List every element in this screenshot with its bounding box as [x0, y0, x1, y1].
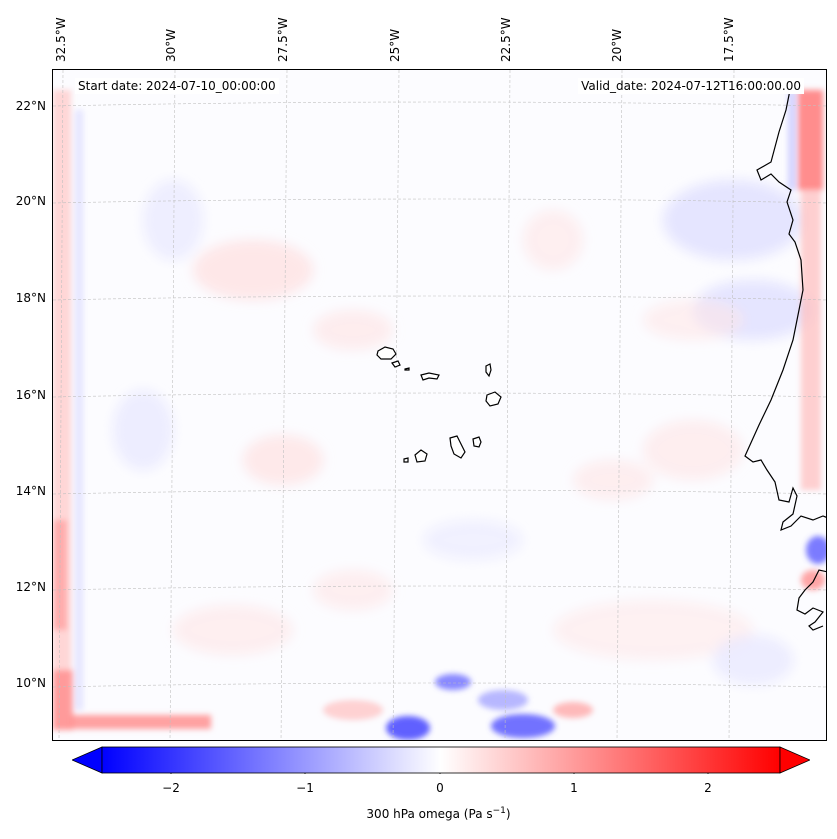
island-brava	[403, 457, 409, 463]
island-santo-antao	[376, 346, 397, 360]
island-sao-vicente	[391, 360, 401, 368]
lon-label-30W: 30°W	[164, 28, 178, 62]
colorbar-tick-2: 2	[704, 781, 712, 795]
map-panel	[52, 69, 827, 741]
lat-label-22N: 22°N	[15, 99, 46, 113]
lat-label-16N: 16°N	[15, 388, 46, 402]
lat-label-18N: 18°N	[15, 291, 46, 305]
cape-verde-islands	[376, 346, 502, 463]
colorbar-tick-minus1: −1	[296, 781, 314, 795]
lat-label-20N: 20°N	[15, 194, 46, 208]
africa-coastline-south	[796, 569, 826, 631]
lon-label-25W: 25°W	[388, 28, 402, 62]
lon-label-27.5W: 27.5°W	[276, 17, 290, 62]
lat-label-12N: 12°N	[15, 580, 46, 594]
colorbar-extend-max	[779, 746, 810, 774]
valid-date-label: Valid_date: 2024-07-12T16:00:00.00	[578, 78, 804, 94]
lon-label-32.5W: 32.5°W	[54, 17, 68, 62]
island-sal	[485, 363, 492, 378]
colorbar-extend-min	[72, 746, 103, 774]
south-omega-cells	[323, 536, 826, 740]
island-santa-luzia	[404, 367, 410, 371]
island-santiago	[449, 435, 466, 459]
colorbar	[72, 746, 810, 774]
lon-label-22.5W: 22.5°W	[499, 17, 513, 62]
colorbar-tick-1: 1	[570, 781, 578, 795]
lat-label-14N: 14°N	[15, 484, 46, 498]
island-sao-nicolau	[420, 372, 440, 381]
lat-label-10N: 10°N	[15, 676, 46, 690]
colorbar-gradient	[101, 746, 781, 774]
island-boa-vista	[485, 391, 502, 407]
island-maio	[472, 436, 482, 448]
island-fogo	[414, 449, 428, 463]
graticule	[53, 70, 826, 740]
omega-field	[53, 70, 826, 740]
colorbar-label: 300 hPa omega (Pa s−1)	[366, 806, 511, 821]
boundary-strips	[53, 90, 823, 730]
start-date-label: Start date: 2024-07-10_00:00:00	[75, 78, 279, 94]
africa-coastline	[744, 89, 826, 531]
lon-label-17.5W: 17.5°W	[722, 17, 736, 62]
omega-patches	[113, 180, 813, 685]
lon-label-20W: 20°W	[610, 28, 624, 62]
colorbar-tick-0: 0	[436, 781, 444, 795]
colorbar-tick-minus2: −2	[162, 781, 180, 795]
